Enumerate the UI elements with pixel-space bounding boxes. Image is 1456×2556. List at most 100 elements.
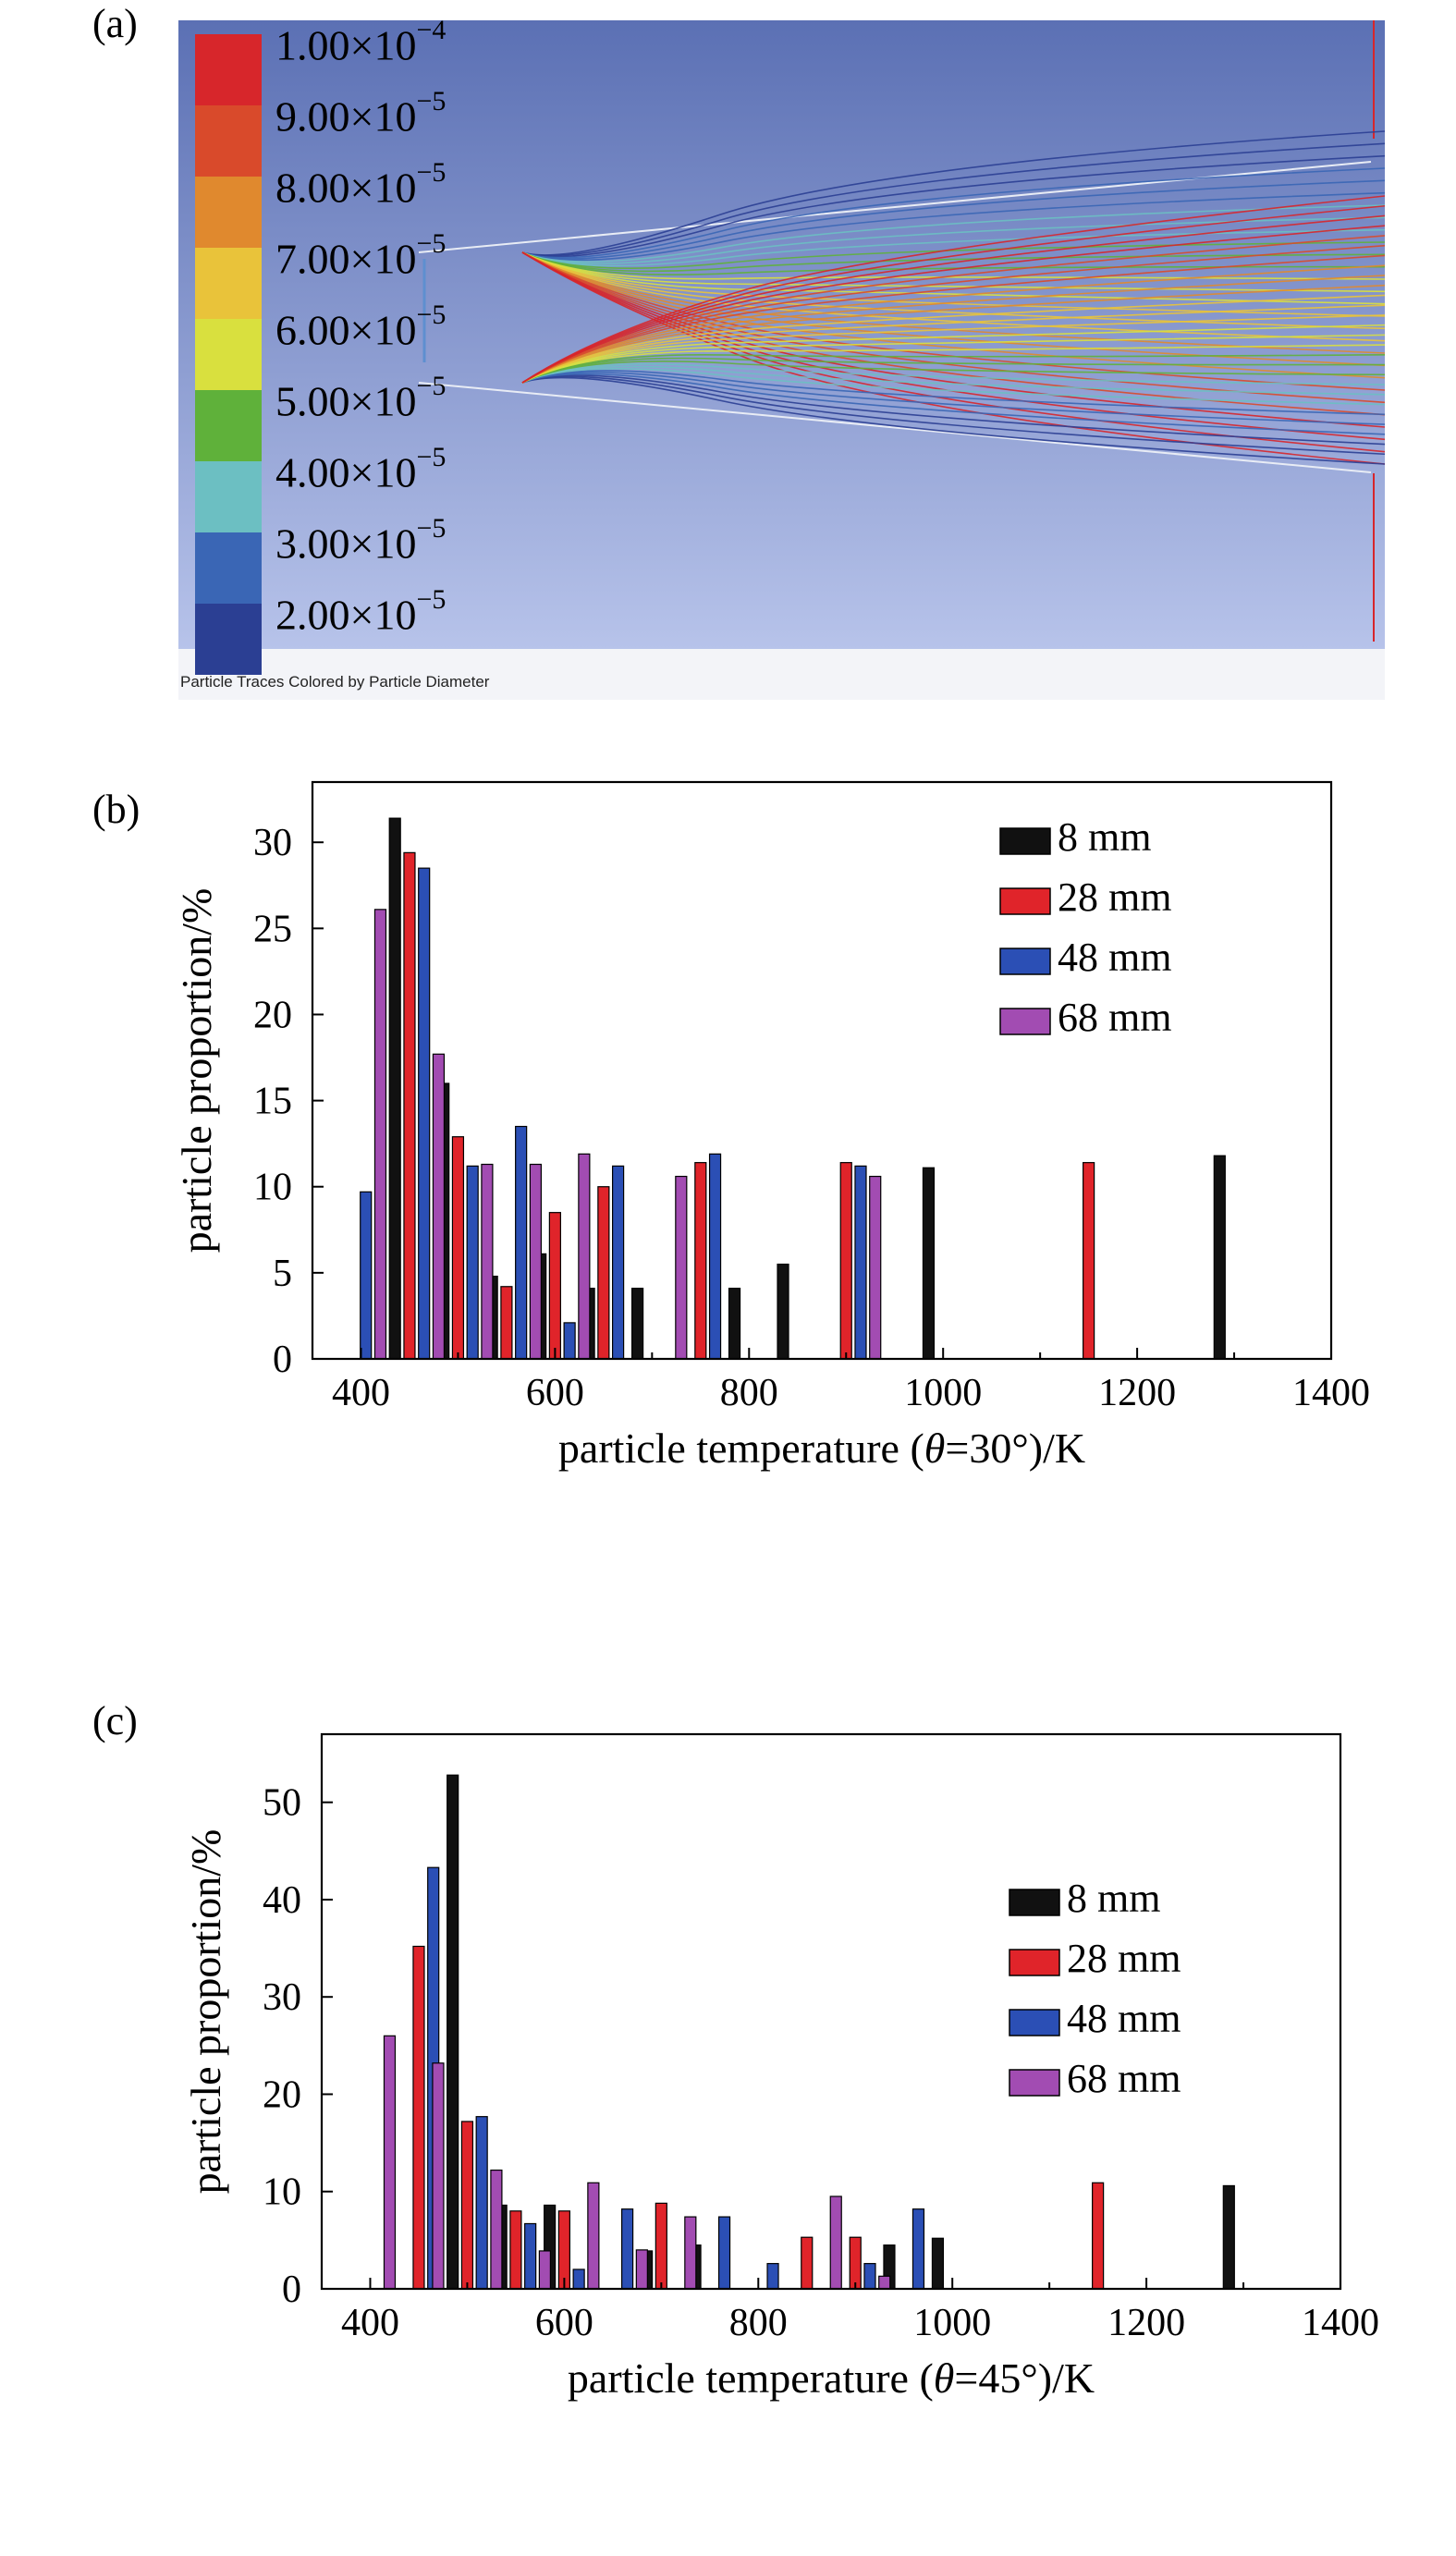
domain-outline — [418, 382, 1372, 473]
legend-swatch — [999, 1008, 1051, 1035]
bar-28mm — [500, 1286, 513, 1360]
particle-trace — [521, 275, 1385, 384]
plot-frame — [311, 780, 1333, 1361]
bar-28mm — [655, 2202, 667, 2290]
legend-label: 28 mm — [1067, 1936, 1181, 1981]
particle-trace — [521, 334, 1385, 384]
x-tick-label: 800 — [729, 2302, 788, 2344]
bar-68mm — [587, 2182, 600, 2290]
bar-48mm — [466, 1165, 479, 1360]
bar-68mm — [869, 1175, 882, 1360]
legend-label: 8 mm — [1067, 1876, 1160, 1921]
bar-68mm — [635, 2249, 648, 2290]
particle-trace — [521, 251, 1385, 317]
x-tick-label: 400 — [332, 1372, 390, 1414]
x-tick-label: 600 — [526, 1372, 584, 1414]
legend-swatch — [999, 887, 1051, 915]
colorbar-title: Particle Traces Colored by Particle Diam… — [180, 673, 490, 691]
bar-28mm — [412, 1945, 425, 2290]
particle-trace — [521, 373, 1385, 435]
particle-trace — [521, 264, 1385, 384]
legend-label: 8 mm — [1058, 814, 1151, 860]
y-tick-label: 50 — [263, 1782, 301, 1825]
particle-trace — [521, 362, 1385, 385]
colorbar-swatch — [195, 105, 262, 177]
bar-28mm — [460, 2121, 474, 2290]
bar-48mm — [863, 2263, 876, 2290]
x-tick-label: 800 — [720, 1372, 778, 1414]
y-tick-label: 40 — [263, 1879, 301, 1922]
y-tick-label: 10 — [253, 1167, 292, 1209]
particle-trace — [521, 376, 1385, 465]
bar-48mm — [611, 1165, 625, 1360]
colorbar-swatch — [195, 248, 262, 319]
colorbar-tick-label: 4.00×10−5 — [275, 442, 447, 496]
bar-28mm — [694, 1162, 707, 1360]
panel-b-letter: (b) — [92, 787, 141, 832]
caption-strip — [178, 649, 1385, 700]
y-tick-label: 0 — [282, 2269, 301, 2311]
x-axis-label: particle temperature (θ=45°)/K — [568, 2354, 1095, 2402]
bar-68mm — [538, 2250, 551, 2290]
particle-trace — [521, 284, 1385, 384]
particle-trace — [521, 214, 1385, 384]
y-tick-label: 20 — [253, 994, 292, 1036]
bar-48mm — [854, 1165, 867, 1360]
bar-68mm — [481, 1163, 494, 1360]
particle-trace — [521, 225, 1385, 384]
particle-trace — [521, 167, 1385, 259]
particle-trace — [521, 241, 1385, 269]
legend-label: 68 mm — [1067, 2056, 1181, 2101]
particle-trace — [521, 354, 1385, 384]
y-tick-label: 10 — [263, 2171, 301, 2214]
colorbar-swatch — [195, 390, 262, 461]
colorbar-tick-label: 6.00×10−5 — [275, 300, 447, 354]
bar-8mm — [1222, 2184, 1235, 2290]
bar-28mm — [403, 851, 416, 1360]
particle-trace — [521, 195, 1385, 384]
bar-48mm — [524, 2222, 537, 2290]
particle-trace — [521, 251, 1385, 465]
y-tick-label: 30 — [253, 822, 292, 864]
particle-trace — [521, 251, 1385, 416]
particle-trace — [521, 374, 1385, 446]
bar-28mm — [451, 1136, 465, 1360]
bar-28mm — [548, 1212, 561, 1360]
bar-8mm — [388, 817, 401, 1360]
bar-8mm — [1213, 1155, 1226, 1360]
bar-8mm — [630, 1288, 644, 1360]
legend-swatch — [1009, 2009, 1060, 2036]
bar-68mm — [490, 2169, 503, 2290]
bar-48mm — [418, 867, 431, 1360]
bar-68mm — [432, 2062, 445, 2290]
bar-8mm — [728, 1288, 741, 1360]
bar-68mm — [684, 2216, 697, 2290]
particle-trace — [521, 204, 1385, 384]
legend-swatch — [999, 948, 1051, 975]
panel-c-letter: (c) — [92, 1698, 138, 1743]
plot-frame — [320, 1732, 1342, 2291]
x-tick-label: 1400 — [1292, 1372, 1370, 1414]
bar-28mm — [597, 1186, 610, 1360]
x-tick-label: 1200 — [1107, 2302, 1185, 2344]
bar-48mm — [572, 2269, 585, 2290]
bar-48mm — [708, 1153, 722, 1360]
particle-trace — [521, 372, 1385, 425]
y-axis-label: particle proportion/% — [182, 1829, 229, 2195]
bar-28mm — [1092, 2182, 1105, 2290]
colorbar-tick-label: 8.00×10−5 — [275, 157, 447, 212]
bar-48mm — [912, 2208, 925, 2290]
bar-8mm — [922, 1167, 936, 1360]
legend-swatch — [1009, 2069, 1060, 2097]
legend-label: 28 mm — [1058, 874, 1171, 920]
x-tick-label: 400 — [341, 2302, 399, 2344]
x-tick-label: 1400 — [1302, 2302, 1379, 2344]
colorbar-swatch — [195, 461, 262, 532]
bar-48mm — [360, 1191, 373, 1360]
particle-trace — [521, 357, 1385, 384]
particle-trace — [521, 304, 1385, 384]
colorbar-swatch — [195, 177, 262, 248]
particle-trace — [521, 244, 1385, 384]
particle-trace — [521, 251, 1385, 275]
particle-trace — [521, 191, 1385, 262]
